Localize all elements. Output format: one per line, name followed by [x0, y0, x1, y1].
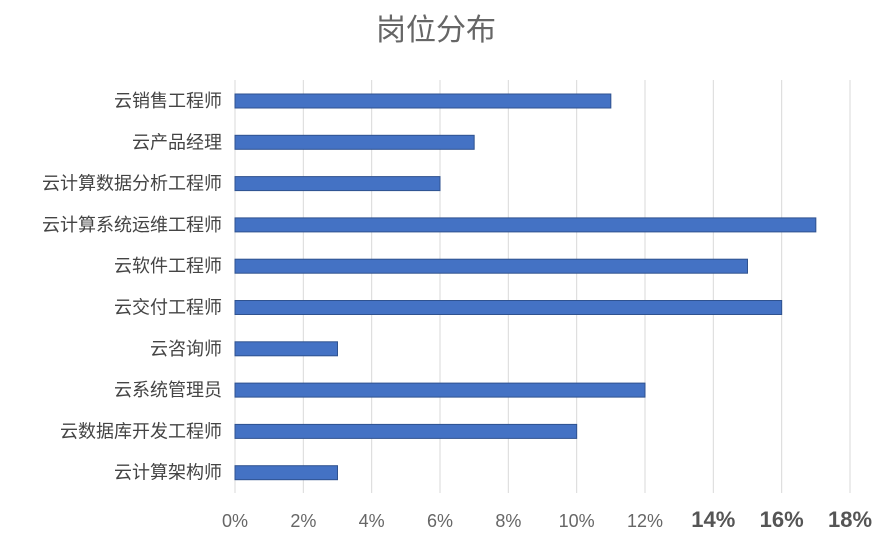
bar [234, 300, 783, 315]
bar [234, 465, 338, 481]
category-label: 云计算数据分析工程师 [42, 174, 222, 195]
chart-title: 岗位分布 [376, 13, 496, 48]
category-label: 云软件工程师 [114, 256, 222, 277]
x-axis-tick-labels: 0% 2% 4% 6% 8% 10% 12% 14% 16% 18% [222, 507, 872, 532]
category-label: 云销售工程师 [114, 91, 222, 112]
x-tick-label: 6% [427, 511, 453, 531]
bar [234, 423, 578, 439]
bar [234, 134, 475, 150]
x-tick-label: 16% [760, 507, 804, 532]
bar [234, 382, 646, 398]
bar [234, 93, 612, 109]
x-tick-label: 12% [627, 511, 663, 531]
category-labels: 云销售工程师云产品经理云计算数据分析工程师云计算系统运维工程师云软件工程师云交付… [42, 91, 222, 484]
bar [234, 341, 338, 357]
bar [234, 176, 441, 192]
category-label: 云系统管理员 [114, 380, 222, 401]
x-tick-label: 8% [495, 511, 521, 531]
bars [234, 93, 817, 481]
category-label: 云计算系统运维工程师 [42, 215, 222, 236]
category-label: 云交付工程师 [114, 298, 222, 319]
category-label: 云数据库开发工程师 [60, 421, 222, 442]
x-tick-label: 0% [222, 511, 248, 531]
bar [234, 258, 748, 274]
category-label: 云咨询师 [150, 339, 222, 360]
x-tick-label: 4% [359, 511, 385, 531]
bar [234, 217, 817, 233]
category-label: 云计算架构师 [114, 463, 222, 484]
x-tick-label: 18% [828, 507, 872, 532]
x-tick-label: 14% [691, 507, 735, 532]
x-tick-label: 10% [559, 511, 595, 531]
x-tick-label: 2% [290, 511, 316, 531]
category-label: 云产品经理 [132, 132, 222, 153]
